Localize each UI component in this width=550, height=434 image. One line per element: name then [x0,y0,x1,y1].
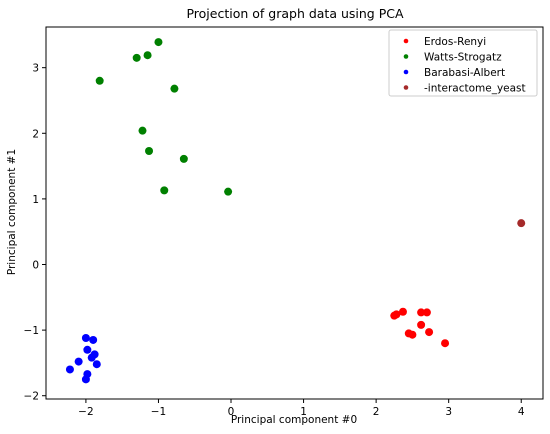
data-point-watts-strogatz [179,154,188,163]
data-point-erdos-renyi [408,330,417,339]
y-tick-label: −2 [24,391,39,403]
data-point-erdos-renyi [417,308,426,317]
data-point-watts-strogatz [170,84,179,93]
data-point-watts-strogatz [132,53,141,62]
y-axis-ticks: −2 −1 0 1 2 3 [24,63,46,403]
x-axis-label: Principal component #0 [231,414,357,426]
legend-label-interactome-yeast: -interactome_yeast [424,82,526,94]
data-point-barabasi-albert [89,335,98,344]
x-tick-label: 2 [373,406,380,418]
data-points [65,38,526,384]
data-point-barabasi-albert [81,333,90,342]
y-axis-label: Principal component #1 [6,149,18,275]
data-point-erdos-renyi [441,339,450,348]
y-tick-label: 3 [32,63,39,75]
legend-frame [388,29,538,97]
legend-marker-barabasi-albert [403,69,409,75]
data-point-barabasi-albert [65,365,74,374]
data-point-watts-strogatz [224,187,233,196]
y-tick-label: 1 [32,194,39,206]
data-point-interactome-yeast [517,219,526,228]
data-point-erdos-renyi [422,308,431,317]
data-point-barabasi-albert [87,353,96,362]
legend-marker-erdos-renyi [403,38,409,44]
data-point-barabasi-albert [81,375,90,384]
legend-marker-interactome-yeast [403,85,409,90]
data-point-watts-strogatz [143,51,152,60]
x-tick-label: 1 [300,406,307,418]
legend-label-watts-strogatz: Watts-Strogatz [424,51,502,63]
x-axis-ticks: −2 −1 0 1 2 3 4 [78,399,525,418]
data-point-watts-strogatz [95,76,104,85]
legend: Erdos-Renyi Watts-Strogatz Barabasi-Albert… [388,29,538,97]
legend-label-erdos-renyi: Erdos-Renyi [424,36,486,48]
x-tick-label: 0 [228,406,235,418]
data-point-watts-strogatz [154,38,163,47]
data-point-watts-strogatz [160,186,169,195]
y-tick-label: 0 [32,260,39,272]
data-point-watts-strogatz [145,147,154,155]
x-tick-label: 4 [518,406,525,418]
x-tick-label: −1 [151,406,166,418]
x-tick-label: 3 [445,406,452,418]
data-point-barabasi-albert [83,345,92,354]
legend-label-barabasi-albert: Barabasi-Albert [424,67,505,79]
data-point-barabasi-albert [92,360,101,369]
y-tick-label: 2 [32,128,39,140]
data-point-erdos-renyi [425,328,434,337]
x-tick-label: −2 [78,406,93,418]
legend-marker-watts-strogatz [403,54,409,59]
chart-title: Projection of graph data using PCA [186,6,404,21]
data-point-barabasi-albert [74,357,83,366]
data-point-erdos-renyi [392,310,401,319]
y-tick-label: −1 [24,325,39,337]
data-point-watts-strogatz [138,126,147,135]
data-point-erdos-renyi [398,307,407,316]
data-point-erdos-renyi [417,320,426,329]
